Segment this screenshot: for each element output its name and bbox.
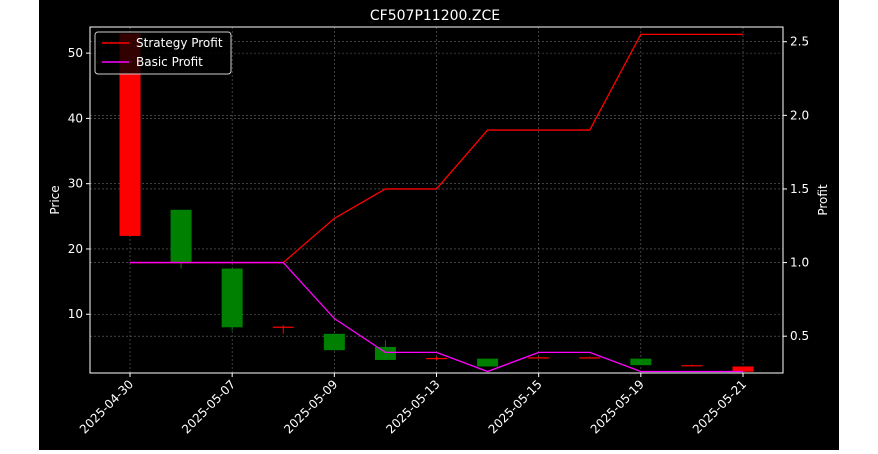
candle-body (528, 357, 550, 359)
grid (90, 27, 783, 373)
x-tick-label: 2025-05-15 (486, 377, 545, 436)
x-tick-label: 2025-05-21 (690, 377, 749, 436)
candle-body (272, 326, 294, 328)
candle-body (681, 365, 703, 367)
y-tick-label-right: 0.5 (790, 329, 809, 343)
candle-body (732, 366, 754, 372)
y-tick-label-left: 50 (68, 46, 83, 60)
candle-body (170, 209, 192, 263)
x-tick-label: 2025-05-09 (281, 377, 340, 436)
profit-lines-group (130, 33, 743, 373)
x-tick-label: 2025-05-13 (383, 377, 442, 436)
y-axis-label-left: Price (48, 185, 62, 214)
y-tick-label-left: 20 (68, 242, 83, 256)
legend-strategy-label: Strategy Profit (136, 36, 223, 50)
basic-profit-line (130, 261, 743, 373)
candle-body (477, 358, 499, 367)
x-tick-label: 2025-04-30 (77, 377, 136, 436)
left-y-axis: 10 20 30 40 50 (68, 46, 90, 321)
chart-title: CF507P11200.ZCE (370, 8, 500, 24)
y-tick-label-right: 1.5 (790, 182, 809, 196)
x-axis: 2025-04-30 2025-05-07 2025-05-09 2025-05-13… (77, 373, 749, 436)
x-tick-label: 2025-05-19 (588, 377, 647, 436)
y-axis-label-right: Profit (816, 184, 830, 216)
legend-basic-label: Basic Profit (136, 55, 203, 69)
candle-body (630, 358, 652, 366)
candles-group (119, 33, 754, 372)
y-tick-label-left: 10 (68, 307, 83, 321)
y-tick-label-left: 30 (68, 177, 83, 191)
chart-svg: CF507P11200.ZCE 10 20 30 40 50 0.5 1.0 1.5 2.0 2… (48, 8, 830, 436)
legend: Strategy Profit Basic Profit (94, 31, 232, 75)
right-y-axis: 0.5 1.0 1.5 2.0 2.5 (783, 35, 809, 343)
candle-body (221, 268, 243, 328)
y-tick-label-right: 1.0 (790, 256, 809, 270)
candle-body (374, 346, 396, 360)
y-tick-label-left: 40 (68, 111, 83, 125)
candle-body (426, 357, 447, 360)
chart-figure: CF507P11200.ZCE 10 20 30 40 50 0.5 1.0 1.5 2.0 2… (39, 0, 839, 450)
candle-body (119, 33, 141, 236)
x-tick-label: 2025-05-07 (179, 377, 238, 436)
candle-body (323, 333, 345, 351)
y-tick-label-right: 2.0 (790, 108, 809, 122)
y-tick-label-right: 2.5 (790, 35, 809, 49)
candle-body (579, 357, 601, 359)
